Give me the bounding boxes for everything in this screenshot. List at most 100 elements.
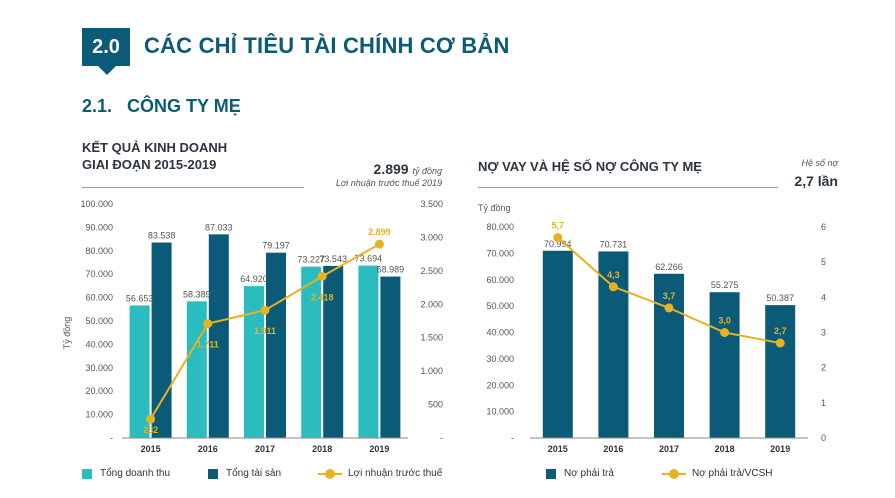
left-y2-tick-label: 1.500 <box>420 333 443 343</box>
left-y-tick-label: - <box>110 433 113 443</box>
assets-bar <box>380 276 401 438</box>
assets-data-label: 87.033 <box>205 222 233 232</box>
debt-bar <box>709 292 740 438</box>
revenue-data-label: 58.389 <box>183 289 211 299</box>
legend-assets-label: Tổng tài sản <box>226 468 282 479</box>
profit-highlight-value: 2.899 <box>373 161 409 177</box>
profit-point <box>317 271 327 281</box>
legend-debt: Nợ phải trả <box>546 468 614 479</box>
right-x-tick-label: 2018 <box>715 444 735 454</box>
right-y-tick-label: 60.000 <box>486 275 514 285</box>
legend-ratio: Nợ phải trả/VCSH <box>662 468 772 479</box>
left-y-tick-label: 80.000 <box>85 246 113 256</box>
revenue-data-label: 73.227 <box>297 255 325 265</box>
right-y-tick-label: 50.000 <box>486 301 514 311</box>
right-y-tick-label: 20.000 <box>486 380 514 390</box>
profit-data-label: 1.711 <box>197 340 219 350</box>
left-y2-tick-label: 1.000 <box>420 366 443 376</box>
legend-revenue: Tổng doanh thu <box>82 468 170 479</box>
left-x-tick-label: 2016 <box>198 444 218 454</box>
revenue-bar <box>129 305 150 438</box>
right-y-tick-label: 70.000 <box>486 248 514 258</box>
legend-assets-swatch <box>208 468 218 479</box>
left-y-tick-label: 20.000 <box>85 386 113 396</box>
left-chart-title-line1: KẾT QUẢ KINH DOANH <box>82 140 228 155</box>
profit-point <box>203 319 213 329</box>
left-x-tick-label: 2018 <box>312 444 332 454</box>
left-y2-tick-label: - <box>440 433 443 443</box>
legend-debt-swatch <box>546 468 556 479</box>
right-y-tick-label: 80.000 <box>486 222 514 232</box>
right-y-axis-label: Tỷ đồng <box>478 203 511 213</box>
ratio-point <box>664 303 674 313</box>
right-y2-tick-label: 5 <box>821 257 826 267</box>
right-x-tick-label: 2016 <box>603 444 623 454</box>
left-y-tick-label: 70.000 <box>85 269 113 279</box>
subsection-title: 2.1. CÔNG TY MẸ <box>82 96 241 116</box>
right-y2-tick-label: 1 <box>821 398 826 408</box>
ratio-point <box>608 282 618 292</box>
profit-highlight-unit: tỷ đồng <box>412 166 442 176</box>
debt-bar <box>654 273 684 438</box>
profit-data-label: 1.911 <box>254 326 276 336</box>
legend-profit: Lợi nhuận trước thuế <box>318 468 442 479</box>
left-y2-tick-label: 3.000 <box>420 232 443 242</box>
left-x-tick-label: 2015 <box>141 444 161 454</box>
debt-bar <box>765 305 796 438</box>
profit-data-label: 2.899 <box>368 227 391 237</box>
ratio-point <box>720 328 730 337</box>
right-x-tick-label: 2017 <box>659 444 679 454</box>
right-y-tick-label: 30.000 <box>486 354 514 364</box>
assets-data-label: 68.989 <box>377 265 405 275</box>
left-y2-tick-label: 2.000 <box>420 299 443 309</box>
profit-point <box>146 414 156 424</box>
right-x-tick-label: 2019 <box>770 444 790 454</box>
right-y-tick-label: - <box>511 433 514 443</box>
right-chart-title: NỢ VAY VÀ HỆ SỐ NỢ CÔNG TY MẸ <box>478 159 702 174</box>
profit-highlight: 2.899 tỷ đồng <box>374 161 442 177</box>
left-x-tick-label: 2017 <box>255 444 275 454</box>
left-y2-tick-label: 500 <box>428 400 443 410</box>
revenue-data-label: 56.653 <box>126 293 154 303</box>
section-badge-tail <box>98 66 116 75</box>
right-x-tick-label: 2015 <box>548 444 568 454</box>
debt-data-label: 55.275 <box>711 280 739 290</box>
right-y2-tick-label: 6 <box>821 222 826 232</box>
ratio-data-label: 3,0 <box>718 316 731 326</box>
right-y2-tick-label: 0 <box>821 433 826 443</box>
debt-bar <box>542 250 573 438</box>
debt-data-label: 62.266 <box>655 262 683 272</box>
revenue-data-label: 64.920 <box>240 274 268 284</box>
right-y2-tick-label: 4 <box>821 292 826 302</box>
left-y2-tick-label: 2.500 <box>420 266 443 276</box>
debt-data-label: 70.731 <box>600 239 628 249</box>
legend-ratio-swatch <box>662 468 686 479</box>
assets-bar <box>266 252 286 438</box>
assets-data-label: 83.538 <box>148 231 176 241</box>
left-title-underline <box>82 187 304 188</box>
legend-revenue-label: Tổng doanh thu <box>100 468 171 479</box>
revenue-bar <box>301 266 322 438</box>
profit-data-label: 2.418 <box>311 292 334 302</box>
legend-revenue-swatch <box>82 468 92 479</box>
section-title: CÁC CHỈ TIÊU TÀI CHÍNH CƠ BẢN <box>144 33 510 58</box>
section-number-badge: 2.0 <box>82 28 130 66</box>
debt-ratio-value: 2,7 lần <box>794 173 838 189</box>
left-chart-title: KẾT QUẢ KINH DOANH GIAI ĐOẠN 2015-2019 <box>82 139 227 173</box>
right-title-underline <box>478 187 778 188</box>
assets-bar <box>323 265 344 438</box>
revenue-bar <box>358 265 379 438</box>
right-y-tick-label: 10.000 <box>486 407 514 417</box>
left-y-tick-label: 90.000 <box>85 222 113 232</box>
left-chart-title-line2: GIAI ĐOẠN 2015-2019 <box>82 157 217 172</box>
debt-data-label: 50.387 <box>766 293 794 303</box>
profit-data-label: 282 <box>143 425 158 435</box>
legend-profit-label: Lợi nhuận trước thuế <box>348 468 443 479</box>
revenue-data-label: 73.694 <box>355 254 383 264</box>
ratio-point <box>553 233 563 243</box>
left-x-tick-label: 2019 <box>369 444 389 454</box>
legend-ratio-label: Nợ phải trả/VCSH <box>692 468 773 479</box>
left-y-tick-label: 60.000 <box>85 293 113 303</box>
ratio-point <box>775 338 785 348</box>
